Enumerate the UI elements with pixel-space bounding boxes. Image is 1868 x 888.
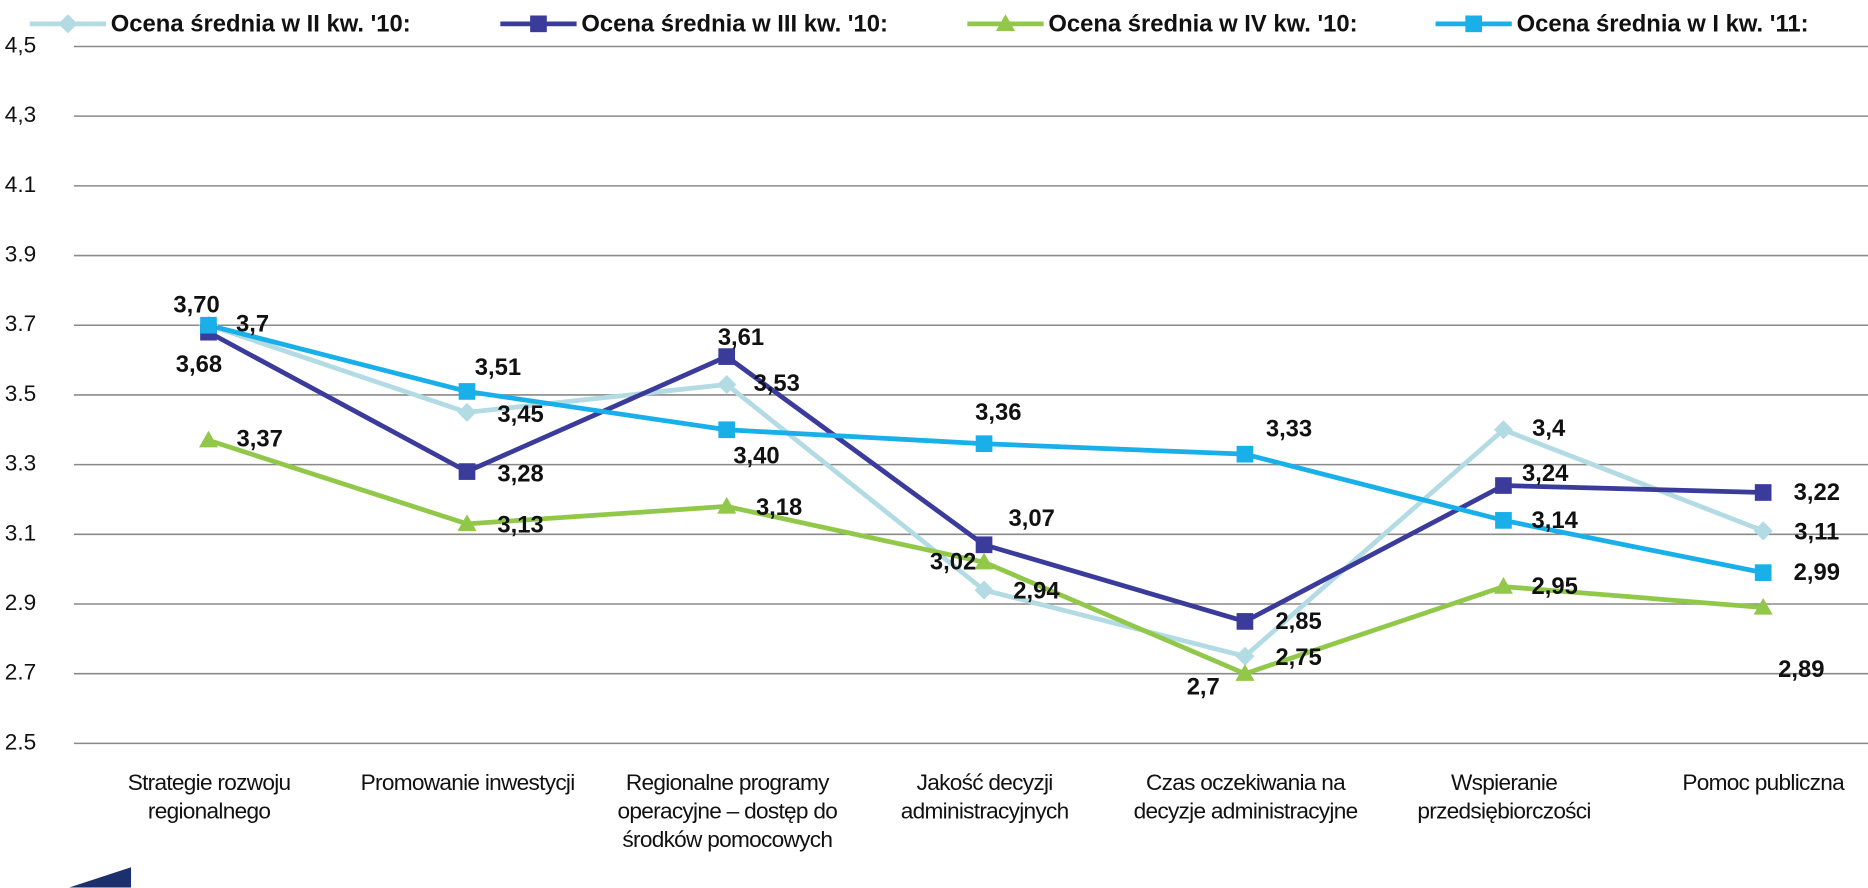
data-label: 3,18 (756, 494, 802, 521)
point-marker (975, 536, 993, 554)
point-marker (975, 435, 993, 453)
point-marker (1493, 420, 1513, 440)
y-tick-label: 3.1 (5, 520, 36, 545)
data-label: 3,70 (173, 291, 219, 318)
y-tick-label: 3.3 (5, 451, 36, 476)
data-label: 3,14 (1532, 507, 1579, 534)
data-label: 2,94 (1013, 578, 1060, 605)
x-tick-label: Strategie rozwoju regionalnego (127, 770, 291, 825)
point-marker (718, 348, 736, 365)
y-tick-label: 3.5 (5, 381, 36, 406)
point-marker (458, 463, 476, 480)
point-marker (1235, 646, 1255, 666)
logo-shape (69, 867, 132, 888)
y-tick-label: 2.9 (5, 590, 36, 615)
data-label: 3,28 (497, 460, 543, 487)
data-label: 3,37 (237, 426, 283, 453)
point-marker (717, 496, 737, 514)
point-marker (457, 514, 477, 532)
point-marker (198, 430, 219, 448)
y-tick-label: 2.7 (5, 660, 36, 685)
point-marker (1235, 664, 1255, 681)
y-tick-label: 4.1 (5, 172, 36, 197)
x-tick-label: Czas oczekiwania na decyzje administracy… (1133, 770, 1359, 825)
data-label: 3,61 (718, 324, 764, 351)
data-label: 2,99 (1794, 559, 1840, 586)
point-marker (718, 421, 736, 439)
point-marker (1495, 512, 1512, 529)
point-marker (1754, 484, 1772, 501)
data-label: 3,36 (975, 399, 1021, 426)
point-marker (1236, 613, 1254, 630)
y-tick-label: 4,5 (5, 32, 36, 57)
data-label: 3,24 (1522, 460, 1569, 487)
data-label: 3,22 (1794, 479, 1840, 506)
series-line (207, 322, 1765, 659)
data-label: 3,02 (930, 549, 976, 576)
x-tick-label: Jakość decyzji administracyjnych (900, 770, 1069, 825)
legend-label: Ocena średnia w III kw. '10: (581, 10, 888, 37)
data-label: 3,51 (475, 354, 521, 381)
data-label: 3,13 (497, 512, 543, 539)
data-label: 3,40 (733, 442, 779, 469)
data-label: 3,33 (1266, 416, 1312, 443)
point-marker (1753, 597, 1773, 615)
point-marker (1754, 564, 1772, 581)
point-marker (458, 383, 476, 400)
y-tick-label: 4,3 (5, 102, 36, 127)
legend-label: Ocena średnia w II kw. '10: (111, 10, 411, 37)
legend-marker (995, 14, 1016, 31)
legend-marker (1465, 15, 1483, 33)
data-label: 2,7 (1187, 673, 1220, 700)
data-label: 2,75 (1275, 644, 1321, 671)
data-label: 3,53 (754, 370, 800, 397)
legend-marker (58, 14, 78, 34)
data-label: 2,89 (1778, 656, 1824, 683)
data-label: 2,85 (1275, 608, 1321, 635)
point-marker (1236, 445, 1254, 463)
point-marker (457, 402, 477, 422)
data-label: 2,95 (1532, 573, 1578, 600)
data-label: 3,68 (176, 351, 222, 378)
point-marker (1493, 577, 1513, 594)
legend-marker (530, 15, 547, 33)
y-tick-label: 2.5 (5, 729, 36, 754)
point-marker (974, 552, 994, 570)
point-marker (200, 316, 217, 334)
data-label: 3,4 (1532, 415, 1566, 442)
data-label: 3,45 (497, 401, 543, 428)
x-tick-label: Promowanie inwestycji (360, 770, 576, 796)
x-tick-label: Pomoc publiczna (1682, 770, 1844, 796)
data-label: 3,7 (236, 311, 269, 338)
x-tick-label: Wspieranie przedsiębiorczości (1417, 770, 1591, 825)
legend-label: Ocena średnia w IV kw. '10: (1048, 10, 1357, 37)
x-tick-label: Regionalne programy operacyjne – dostęp … (617, 770, 838, 853)
legend-label: Ocena średnia w I kw. '11: (1517, 10, 1809, 37)
data-label: 3,11 (1794, 519, 1839, 546)
data-label: 3,07 (1009, 505, 1055, 532)
y-tick-label: 3.7 (5, 311, 36, 336)
point-marker (1495, 477, 1512, 494)
y-tick-label: 3.9 (5, 242, 36, 267)
point-marker (1753, 521, 1773, 541)
